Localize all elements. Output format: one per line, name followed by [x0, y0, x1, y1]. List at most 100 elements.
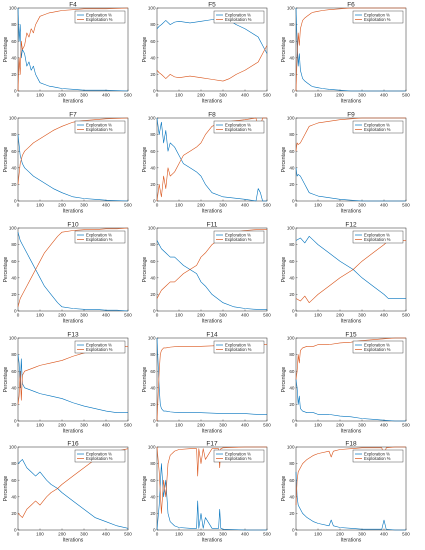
- x-tick-label: 0: [295, 93, 298, 98]
- x-tick-label: 200: [58, 93, 66, 98]
- x-tick-label: 100: [36, 203, 44, 208]
- y-tick-label: 0: [292, 309, 295, 314]
- x-tick-label: 0: [17, 313, 20, 318]
- subplot-f14: 0 100 200 300 400 500 0 20 40 60 80 100 F14 Iteration…: [142, 332, 271, 435]
- y-tick-label: 80: [11, 352, 17, 357]
- x-tick-label: 200: [336, 313, 344, 318]
- subplot-f6: 0 100 200 300 400 500 0 20 40 60 80 100 F6 Iterations…: [281, 2, 410, 105]
- x-axis-label: Iterations: [202, 429, 223, 435]
- subplot-title: F8: [208, 112, 216, 119]
- subplot-title: F13: [67, 332, 79, 339]
- x-tick-label: 500: [263, 93, 271, 98]
- y-tick-label: 20: [11, 182, 17, 187]
- subplot-title: F10: [67, 222, 79, 229]
- subplot-f15: 0 100 200 300 400 500 0 20 40 60 80 100 F15 Iteration…: [281, 332, 410, 435]
- x-axis-label: Iterations: [63, 319, 84, 325]
- legend: Exploration %Exploitation %: [74, 449, 126, 463]
- y-axis-label: Percentage: [142, 146, 148, 172]
- y-tick-label: 80: [11, 132, 17, 137]
- y-tick-label: 40: [150, 385, 156, 390]
- y-tick-label: 0: [14, 528, 17, 533]
- y-tick-label: 40: [11, 55, 17, 60]
- x-tick-label: 100: [175, 423, 183, 428]
- y-tick-label: 0: [292, 528, 295, 533]
- subplot-f7: 0 100 200 300 400 500 0 20 40 60 80 100 F7 Iterations…: [3, 112, 132, 215]
- legend-entry: Exploration %: [364, 232, 390, 237]
- y-tick-label: 100: [9, 336, 17, 341]
- x-tick-label: 400: [241, 313, 249, 318]
- x-tick-label: 500: [124, 313, 132, 318]
- series-line-exploitation: [295, 117, 406, 152]
- y-tick-label: 100: [148, 445, 156, 450]
- y-axis-label: Percentage: [281, 256, 287, 282]
- y-tick-label: 60: [289, 149, 295, 154]
- subplot-title: F5: [208, 2, 216, 9]
- y-tick-label: 20: [150, 182, 156, 187]
- y-tick-label: 100: [287, 445, 295, 450]
- subplot-f18: 0 100 200 300 400 500 0 20 40 60 80 100 F18 Iteration…: [281, 441, 410, 544]
- legend-entry: Exploitation %: [86, 17, 113, 22]
- legend-entry: Exploitation %: [86, 127, 113, 132]
- legend-box: [74, 120, 126, 134]
- subplot-title: F4: [69, 2, 77, 9]
- y-tick-label: 60: [150, 259, 156, 264]
- x-tick-label: 100: [314, 313, 322, 318]
- series-line-exploration: [17, 232, 129, 312]
- x-tick-label: 100: [36, 423, 44, 428]
- y-tick-label: 100: [9, 116, 17, 121]
- y-tick-label: 100: [9, 445, 17, 450]
- x-tick-label: 200: [58, 313, 66, 318]
- y-tick-label: 80: [289, 22, 295, 27]
- series-line-exploration: [17, 459, 129, 529]
- y-tick-label: 40: [289, 385, 295, 390]
- series-line-exploitation: [295, 7, 406, 92]
- y-tick-label: 40: [11, 494, 17, 499]
- y-axis-label: Percentage: [142, 36, 148, 62]
- legend-box: [74, 10, 126, 24]
- x-tick-label: 300: [219, 203, 227, 208]
- x-axis-label: Iterations: [341, 538, 362, 544]
- y-tick-label: 40: [11, 275, 17, 280]
- x-tick-label: 300: [219, 423, 227, 428]
- y-tick-label: 0: [153, 89, 156, 94]
- legend-entry: Exploitation %: [364, 17, 391, 22]
- y-axis-label: Percentage: [281, 475, 287, 501]
- legend: Exploration %Exploitation %: [352, 10, 404, 24]
- y-tick-label: 40: [150, 165, 156, 170]
- x-tick-label: 300: [80, 532, 88, 537]
- legend-entry: Exploration %: [225, 232, 251, 237]
- y-tick-label: 80: [289, 461, 295, 466]
- series-line-exploration: [295, 7, 406, 92]
- y-tick-label: 80: [11, 461, 17, 466]
- y-tick-label: 100: [148, 116, 156, 121]
- y-tick-label: 40: [150, 494, 156, 499]
- y-tick-label: 100: [287, 6, 295, 11]
- x-tick-label: 0: [295, 423, 298, 428]
- legend-entry: Exploitation %: [364, 347, 391, 352]
- y-tick-label: 60: [289, 259, 295, 264]
- series-line-exploitation: [17, 7, 129, 92]
- y-tick-label: 80: [289, 132, 295, 137]
- x-tick-label: 0: [295, 532, 298, 537]
- x-tick-label: 300: [219, 532, 227, 537]
- y-tick-label: 60: [150, 478, 156, 483]
- y-tick-label: 100: [287, 336, 295, 341]
- x-tick-label: 400: [380, 532, 388, 537]
- legend-entry: Exploitation %: [86, 347, 113, 352]
- x-axis-label: Iterations: [341, 429, 362, 435]
- legend-entry: Exploitation %: [225, 347, 252, 352]
- y-tick-label: 80: [289, 242, 295, 247]
- x-tick-label: 300: [358, 423, 366, 428]
- y-tick-label: 60: [11, 369, 17, 374]
- legend: Exploration %Exploitation %: [213, 120, 265, 134]
- y-tick-label: 20: [11, 402, 17, 407]
- x-tick-label: 200: [58, 203, 66, 208]
- y-tick-label: 80: [150, 461, 156, 466]
- legend-box: [352, 340, 404, 354]
- legend-entry: Exploration %: [86, 451, 112, 456]
- x-axis-label: Iterations: [63, 99, 84, 105]
- x-tick-label: 0: [156, 423, 159, 428]
- y-axis-label: Percentage: [142, 256, 148, 282]
- legend-box: [74, 230, 126, 244]
- x-tick-label: 500: [402, 313, 410, 318]
